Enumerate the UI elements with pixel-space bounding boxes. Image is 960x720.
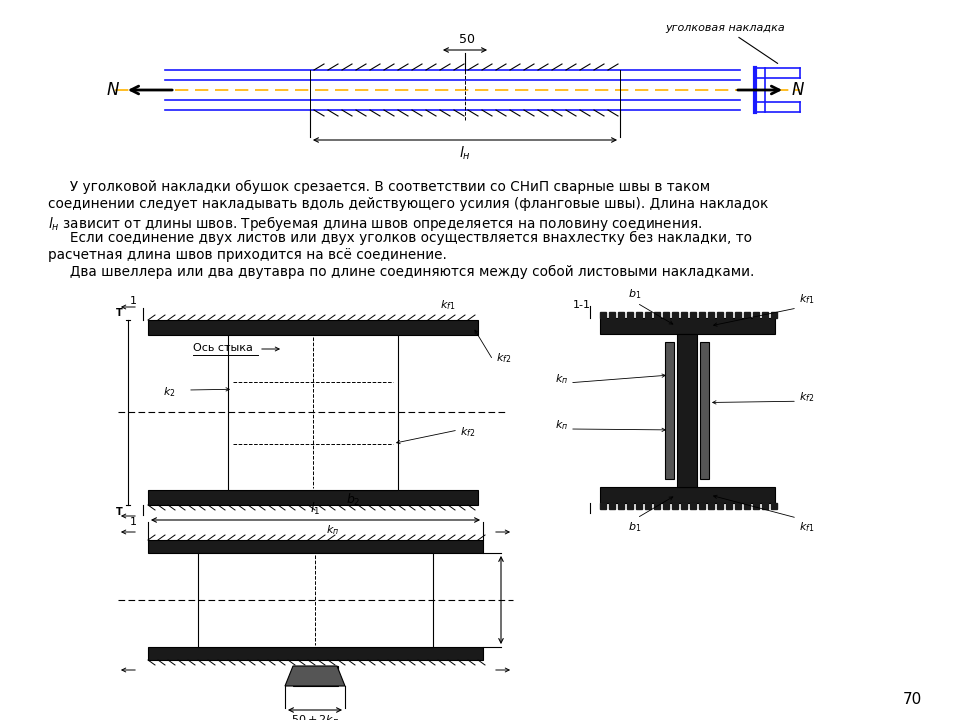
Polygon shape [636, 503, 642, 509]
Bar [148, 490, 478, 505]
Polygon shape [627, 503, 633, 509]
Text: T: T [116, 507, 123, 517]
Text: $k_п$: $k_п$ [555, 372, 568, 386]
Polygon shape [681, 503, 687, 509]
Text: $k_п$: $k_п$ [555, 418, 568, 432]
Polygon shape [708, 503, 714, 509]
Polygon shape [717, 312, 723, 318]
Bar [600, 487, 775, 503]
Text: $b_1$: $b_1$ [629, 287, 641, 301]
Bar [293, 666, 338, 686]
Text: $b_2$: $b_2$ [346, 492, 360, 508]
Bar [148, 320, 478, 335]
Polygon shape [654, 312, 660, 318]
Polygon shape [672, 503, 678, 509]
Polygon shape [735, 503, 741, 509]
Text: $N$: $N$ [791, 81, 805, 99]
Bar [665, 342, 674, 479]
Polygon shape [618, 503, 624, 509]
Text: $k_{f1}$: $k_{f1}$ [799, 292, 814, 306]
Bar [700, 342, 709, 479]
Polygon shape [735, 312, 741, 318]
Text: Ось стыка: Ось стыка [193, 343, 252, 353]
Text: расчетная длина швов приходится на всё соединение.: расчетная длина швов приходится на всё с… [48, 248, 446, 262]
Text: 70: 70 [902, 693, 922, 708]
Polygon shape [672, 312, 678, 318]
Text: T: T [116, 308, 123, 318]
Polygon shape [690, 312, 696, 318]
Text: $l_н$: $l_н$ [459, 145, 471, 163]
Text: $k_2$: $k_2$ [163, 385, 176, 399]
Polygon shape [681, 312, 687, 318]
Text: $l_1$: $l_1$ [310, 501, 320, 517]
Polygon shape [771, 503, 777, 509]
Text: 50: 50 [459, 33, 475, 46]
Polygon shape [645, 503, 651, 509]
Text: $k_{f2}$: $k_{f2}$ [799, 391, 814, 405]
Text: У уголковой накладки обушок срезается. В соответствии со СНиП сварные швы в тако: У уголковой накладки обушок срезается. В… [48, 180, 710, 194]
Polygon shape [708, 312, 714, 318]
Bar [228, 335, 398, 490]
Polygon shape [699, 503, 705, 509]
Polygon shape [753, 312, 759, 318]
Polygon shape [609, 312, 615, 318]
Text: $k_{f2}$: $k_{f2}$ [460, 425, 475, 439]
Polygon shape [690, 503, 696, 509]
Text: 1-1: 1-1 [573, 300, 591, 310]
Text: $N$: $N$ [106, 81, 120, 99]
Polygon shape [609, 503, 615, 509]
Text: 1: 1 [130, 517, 136, 527]
Text: 1: 1 [130, 296, 136, 306]
Polygon shape [726, 503, 732, 509]
Polygon shape [762, 503, 768, 509]
Polygon shape [618, 312, 624, 318]
Text: $k_п$: $k_п$ [326, 523, 340, 537]
Polygon shape [285, 666, 345, 686]
Text: $l_н$ зависит от длины швов. Требуемая длина швов определяется на половину соеди: $l_н$ зависит от длины швов. Требуемая д… [48, 214, 702, 233]
Text: $k_{f1}$: $k_{f1}$ [441, 298, 456, 312]
Text: Если соединение двух листов или двух уголков осуществляется внахлестку без накла: Если соединение двух листов или двух уго… [48, 231, 752, 245]
Polygon shape [762, 312, 768, 318]
Text: $b_1$: $b_1$ [629, 520, 641, 534]
Polygon shape [771, 312, 777, 318]
Text: соединении следует накладывать вдоль действующего усилия (фланговые швы). Длина : соединении следует накладывать вдоль дей… [48, 197, 768, 211]
Polygon shape [627, 312, 633, 318]
Bar [600, 318, 775, 334]
Polygon shape [753, 503, 759, 509]
Text: уголковая накладка: уголковая накладка [665, 23, 784, 63]
Polygon shape [600, 503, 606, 509]
Text: Два швеллера или два двутавра по длине соединяются между собой листовыми накладк: Два швеллера или два двутавра по длине с… [48, 265, 755, 279]
Polygon shape [663, 503, 669, 509]
Polygon shape [717, 503, 723, 509]
Text: $k_{f2}$: $k_{f2}$ [496, 351, 512, 365]
Bar [677, 334, 697, 487]
Text: $50+2k_п$: $50+2k_п$ [291, 713, 339, 720]
Polygon shape [663, 312, 669, 318]
Text: $k_{f1}$: $k_{f1}$ [799, 520, 814, 534]
Bar [148, 647, 483, 660]
Bar [148, 540, 483, 553]
Polygon shape [654, 503, 660, 509]
Polygon shape [744, 503, 750, 509]
Polygon shape [726, 312, 732, 318]
Polygon shape [744, 312, 750, 318]
Polygon shape [600, 312, 606, 318]
Polygon shape [645, 312, 651, 318]
Polygon shape [699, 312, 705, 318]
Bar [198, 553, 433, 647]
Polygon shape [636, 312, 642, 318]
